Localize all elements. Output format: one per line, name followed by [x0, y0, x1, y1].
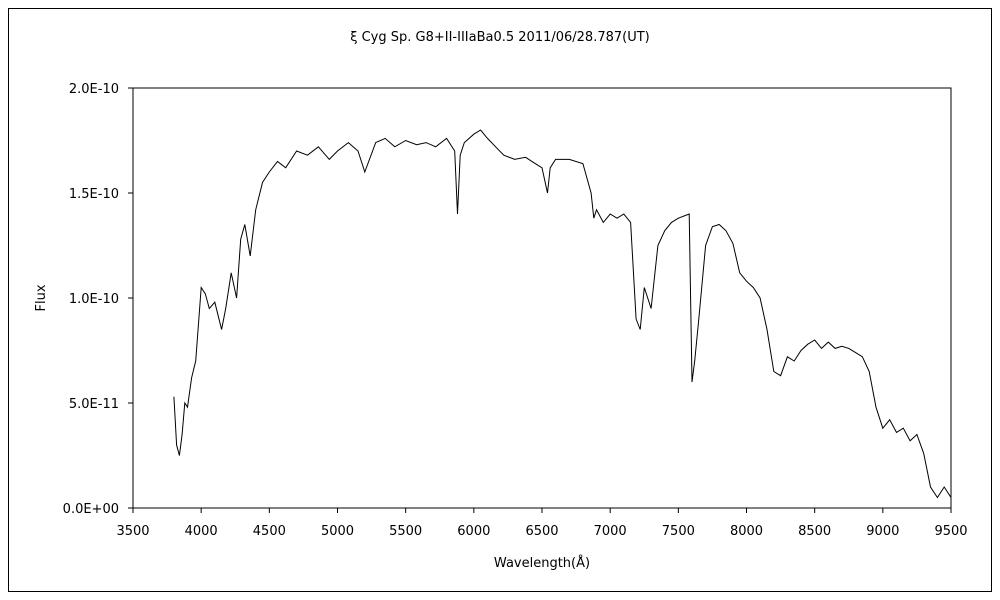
- flux-series-line: [173, 129, 952, 499]
- y-tick-label: 2.0E-10: [69, 82, 119, 97]
- y-tick-label: 5.0E-11: [69, 397, 119, 412]
- y-axis-label: Flux: [34, 284, 49, 311]
- x-tick-label: 7500: [662, 524, 695, 539]
- x-tick-label: 8500: [798, 524, 831, 539]
- y-tick-label: 1.0E-10: [69, 292, 119, 307]
- x-tick-label: 9000: [866, 524, 899, 539]
- x-tick-label: 4500: [253, 524, 286, 539]
- chart-title: ξ Cyg Sp. G8+II-IIIaBa0.5 2011/06/28.787…: [350, 30, 650, 45]
- x-tick-label: 3500: [116, 524, 149, 539]
- x-tick-label: 5500: [389, 524, 422, 539]
- x-tick-label: 5000: [321, 524, 354, 539]
- y-tick-label: 1.5E-10: [69, 187, 119, 202]
- x-tick-label: 9500: [934, 524, 967, 539]
- x-tick-label: 4000: [185, 524, 218, 539]
- x-tick-label: 7000: [594, 524, 627, 539]
- x-tick-label: 6500: [525, 524, 558, 539]
- series-group: [173, 129, 952, 499]
- plot-area: [132, 87, 952, 509]
- x-tick-label: 6000: [457, 524, 490, 539]
- y-axis-ticks: 0.0E+00 5.0E-11 1.0E-10 1.5E-10 2.0E-10: [63, 82, 133, 517]
- chart-frame: [8, 8, 992, 592]
- x-axis-label: Wavelength(Å): [494, 555, 590, 571]
- x-axis-ticks: 3500 4000 4500 5000 5500 6000 6500 7000 7500 8000…: [116, 508, 968, 539]
- x-tick-label: 8000: [730, 524, 763, 539]
- y-tick-label: 0.0E+00: [63, 502, 119, 517]
